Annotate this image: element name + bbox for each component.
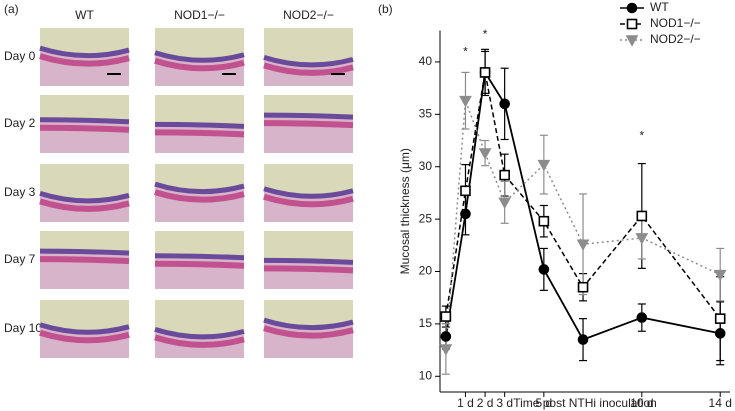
epithelium — [263, 257, 354, 265]
marker — [460, 208, 471, 220]
x-tick-label: 2 d — [477, 396, 494, 410]
epithelium — [39, 322, 130, 335]
legend-marker — [626, 2, 638, 14]
epithelium — [39, 117, 130, 125]
submucosa — [39, 256, 130, 265]
x-tick-label: 14 d — [709, 396, 732, 410]
column-label: NOD2−/− — [283, 8, 334, 22]
x-tick-label: 10 d — [630, 396, 653, 410]
row-label: Day 10 — [4, 321, 42, 335]
column-label: NOD1−/− — [174, 8, 225, 22]
legend-label: NOD2−/− — [650, 32, 701, 46]
marker — [460, 185, 471, 197]
annotation: * — [483, 27, 488, 41]
submucosa — [39, 329, 130, 344]
marker — [499, 98, 510, 110]
submucosa — [154, 57, 245, 72]
epithelium — [263, 186, 354, 199]
series-line — [445, 100, 721, 350]
marker — [636, 312, 648, 323]
legend-marker — [625, 35, 639, 47]
row-label: Day 7 — [4, 252, 36, 266]
submucosa — [154, 129, 245, 138]
submucosa — [263, 325, 354, 339]
y-tick-label: 15 — [419, 316, 433, 330]
marker — [577, 281, 589, 293]
row-label: Day 0 — [4, 49, 36, 63]
submucosa — [263, 193, 354, 208]
y-tick-label: 25 — [419, 211, 433, 225]
marker — [439, 344, 453, 356]
epithelium — [263, 317, 354, 331]
tissue-layer — [264, 320, 353, 358]
x-tick-label: 1 d — [457, 396, 474, 410]
marker — [440, 331, 452, 342]
column-label: WT — [75, 8, 94, 22]
legend-label: WT — [650, 0, 669, 14]
marker — [636, 210, 648, 222]
tissue-layer — [155, 184, 244, 222]
submucosa — [263, 265, 354, 274]
epithelium — [263, 54, 354, 68]
tissue-layer — [155, 255, 244, 289]
y-tick-label: 40 — [419, 54, 433, 68]
submucosa — [39, 198, 130, 212]
legend-marker — [626, 18, 638, 30]
panel-label: (a) — [4, 2, 19, 16]
x-tick-label: 3 d — [496, 396, 513, 410]
series-line — [445, 72, 721, 320]
tissue-layer — [40, 48, 129, 86]
marker — [714, 328, 726, 339]
marker — [635, 233, 649, 245]
epithelium — [154, 121, 245, 129]
epithelium — [39, 248, 130, 256]
marker — [459, 95, 472, 108]
epithelium — [154, 326, 245, 340]
panel-label: (b) — [378, 2, 393, 16]
marker — [714, 313, 726, 324]
row-label: Day 2 — [4, 116, 36, 130]
annotation: * — [463, 45, 468, 59]
epithelium — [154, 253, 245, 261]
tissue-layer — [40, 119, 129, 153]
y-tick-label: 35 — [419, 106, 433, 120]
marker — [479, 67, 491, 78]
histology-grid: WT NOD1−/− NOD2−/− Day 0 Day 2 Day 3 Day 7 Day … — [4, 8, 354, 358]
tissue-layer — [155, 124, 244, 153]
marker — [499, 169, 510, 181]
epithelium — [39, 45, 130, 59]
marker — [576, 239, 590, 251]
submucosa — [154, 260, 245, 269]
annotation: * — [639, 129, 644, 143]
submucosa — [154, 334, 245, 348]
row-label: Day 3 — [4, 185, 36, 199]
y-tick-label: 30 — [419, 159, 433, 173]
epithelium — [154, 50, 245, 63]
submucosa — [263, 62, 354, 76]
epithelium — [154, 181, 245, 195]
submucosa — [154, 189, 245, 203]
epithelium — [263, 112, 354, 120]
marker — [440, 311, 452, 322]
marker — [577, 334, 589, 345]
y-axis-label: Mucosal thickness (μm) — [398, 148, 412, 274]
marker — [478, 148, 492, 160]
x-axis-label: Time post NTHi inoculation — [513, 396, 657, 410]
marker — [498, 197, 512, 209]
marker — [538, 215, 550, 227]
y-tick-label: 20 — [419, 264, 433, 278]
marker — [537, 159, 551, 172]
legend-label: NOD1−/− — [650, 16, 701, 30]
tissue-layer — [264, 260, 353, 289]
submucosa — [39, 124, 130, 133]
x-tick-label: 5 d — [536, 396, 553, 410]
marker — [538, 264, 550, 275]
marker — [713, 269, 727, 282]
epithelium — [39, 190, 130, 204]
submucosa — [39, 53, 130, 67]
y-tick-label: 10 — [419, 368, 433, 382]
submucosa — [263, 120, 354, 129]
